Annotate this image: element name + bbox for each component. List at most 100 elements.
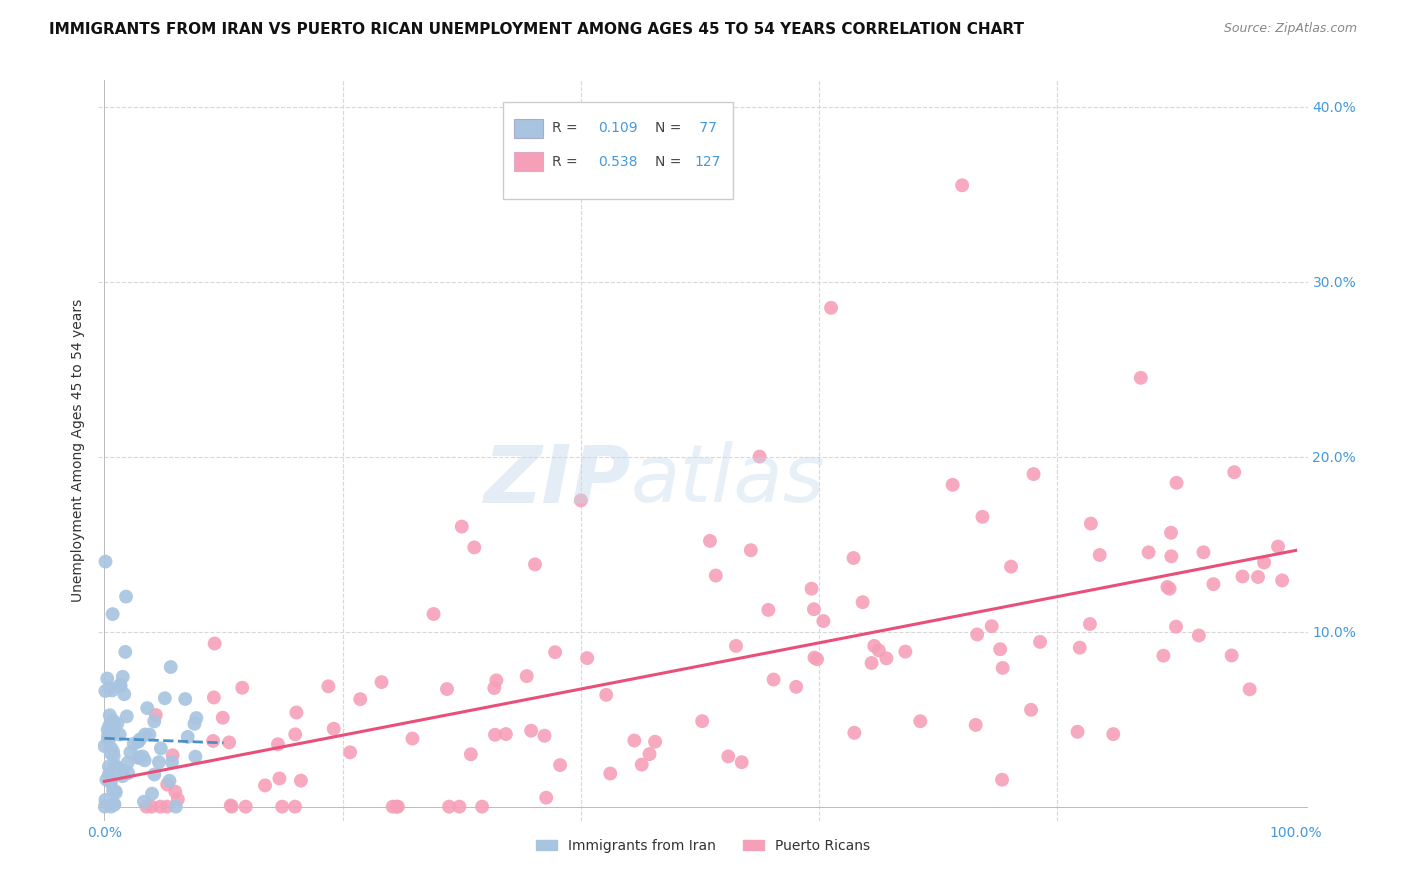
Point — [138, 727, 160, 741]
Point — [93, 799, 115, 814]
Point — [401, 731, 423, 746]
Point — [285, 706, 308, 720]
Point — [576, 651, 599, 665]
Point — [1267, 540, 1289, 554]
Point — [803, 602, 825, 616]
Point — [630, 757, 652, 772]
Point — [94, 793, 117, 807]
Point — [644, 735, 666, 749]
Y-axis label: Unemployment Among Ages 45 to 54 years: Unemployment Among Ages 45 to 54 years — [72, 299, 86, 602]
Point — [852, 595, 875, 609]
Point — [271, 799, 294, 814]
Point — [135, 799, 157, 814]
Point — [1019, 703, 1042, 717]
Point — [101, 745, 124, 759]
Point — [166, 792, 188, 806]
Point — [122, 737, 145, 751]
Point — [108, 678, 131, 692]
Point — [910, 714, 932, 729]
Point — [318, 679, 340, 693]
Point — [495, 727, 517, 741]
Point — [269, 772, 291, 786]
Point — [111, 670, 134, 684]
Point — [284, 727, 307, 741]
Point — [460, 747, 482, 762]
Point — [149, 741, 172, 756]
Point — [1159, 582, 1181, 596]
Point — [97, 728, 120, 742]
Point — [638, 747, 661, 761]
Point — [129, 732, 152, 747]
Point — [942, 478, 965, 492]
Point — [128, 750, 150, 764]
Point — [813, 614, 835, 628]
Point — [103, 797, 125, 812]
Point — [1247, 570, 1270, 584]
Point — [520, 723, 543, 738]
Point — [988, 642, 1011, 657]
Point — [387, 799, 409, 814]
Point — [800, 582, 823, 596]
Point — [254, 779, 277, 793]
Point — [370, 675, 392, 690]
Point — [107, 716, 129, 731]
Point — [134, 727, 156, 741]
Point — [100, 730, 122, 744]
Point — [156, 799, 179, 814]
Point — [806, 652, 828, 666]
Point — [1156, 580, 1178, 594]
Point — [1066, 724, 1088, 739]
FancyBboxPatch shape — [503, 103, 734, 199]
Point — [235, 799, 257, 814]
Point — [117, 766, 139, 780]
Point — [221, 799, 243, 814]
Point — [450, 519, 472, 533]
Point — [97, 759, 120, 773]
Text: 0.538: 0.538 — [598, 154, 637, 169]
Point — [740, 543, 762, 558]
Point — [93, 739, 115, 753]
Point — [218, 735, 240, 749]
Point — [991, 772, 1014, 787]
Point — [104, 758, 127, 772]
Point — [211, 711, 233, 725]
Text: R =: R = — [551, 154, 582, 169]
Point — [165, 799, 187, 814]
Point — [484, 728, 506, 742]
Point — [101, 783, 124, 797]
Point — [98, 718, 121, 732]
Point — [96, 772, 118, 787]
Point — [101, 714, 124, 728]
Point — [159, 660, 181, 674]
Point — [1137, 545, 1160, 559]
Point — [1239, 682, 1261, 697]
Point — [231, 681, 253, 695]
Point — [868, 643, 890, 657]
Point — [1271, 574, 1294, 588]
Text: ZIP: ZIP — [484, 441, 630, 519]
Point — [717, 749, 740, 764]
Point — [202, 734, 225, 748]
Point — [98, 773, 121, 788]
Point — [991, 661, 1014, 675]
Point — [533, 729, 555, 743]
Point — [599, 766, 621, 780]
Point — [1069, 640, 1091, 655]
Point — [160, 755, 183, 769]
Point — [595, 688, 617, 702]
Point — [381, 799, 404, 814]
Text: 127: 127 — [695, 154, 721, 169]
Point — [100, 741, 122, 756]
Legend: Immigrants from Iran, Puerto Ricans: Immigrants from Iran, Puerto Ricans — [530, 833, 876, 858]
Point — [724, 639, 747, 653]
Point — [96, 672, 118, 686]
Point — [1164, 620, 1187, 634]
Point — [162, 748, 184, 763]
Point — [103, 716, 125, 731]
Point — [704, 568, 727, 582]
Point — [1232, 569, 1254, 583]
Point — [110, 679, 132, 693]
Point — [183, 717, 205, 731]
Point — [184, 749, 207, 764]
Text: R =: R = — [551, 121, 582, 136]
